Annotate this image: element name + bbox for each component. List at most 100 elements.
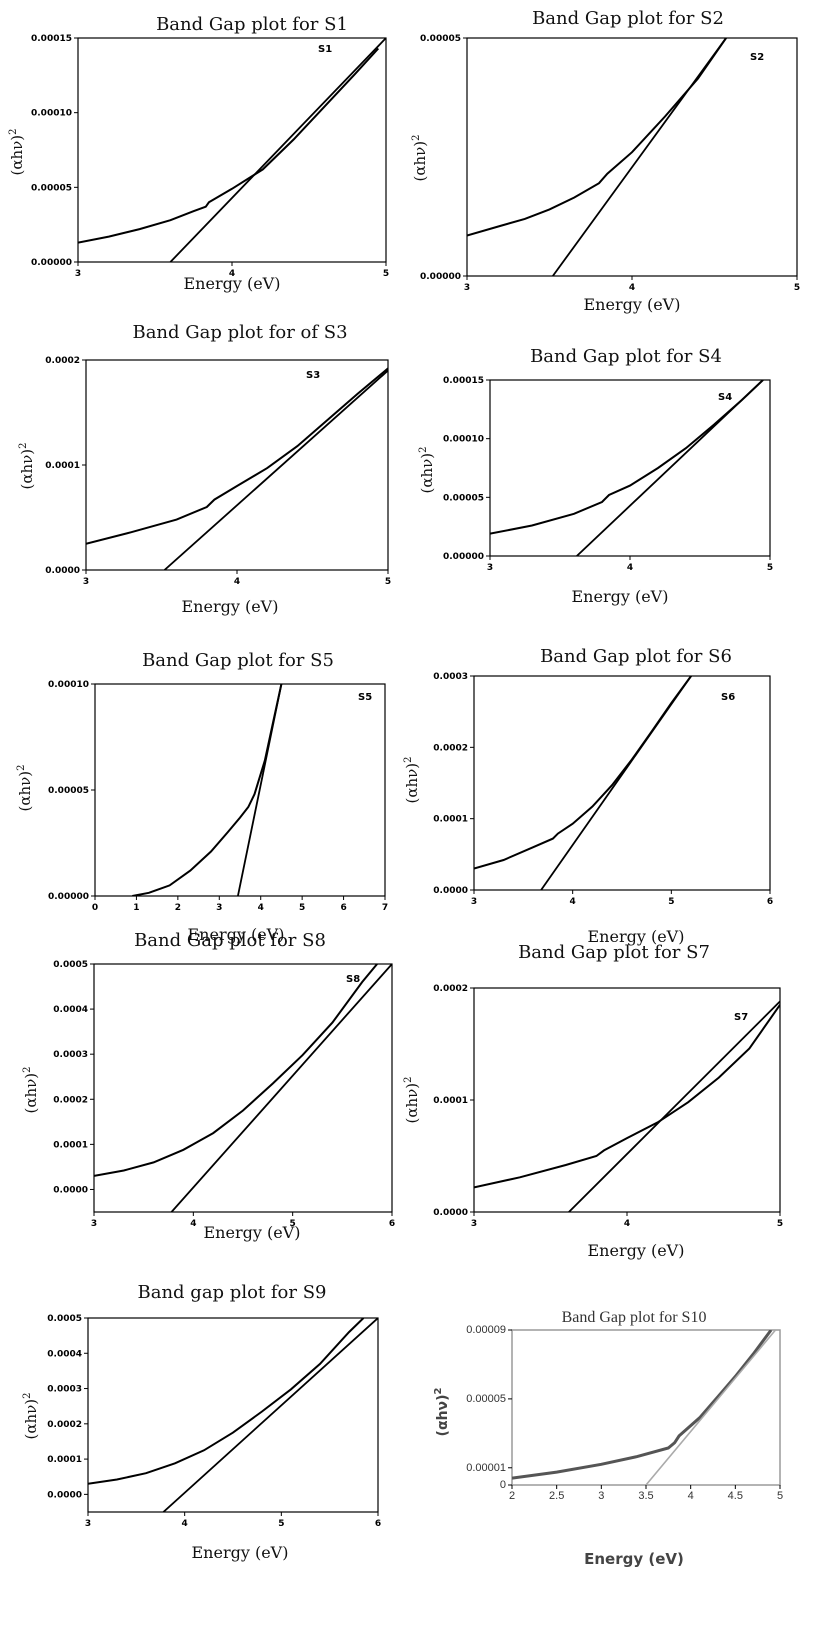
x-tick-label: 4 xyxy=(182,1519,188,1529)
chart-title: Band Gap plot for S2 xyxy=(532,8,724,29)
panel-label: S2 xyxy=(750,52,764,63)
y-tick-label: 0.0000 xyxy=(53,1185,88,1195)
plot-area-frame xyxy=(466,37,798,277)
x-tick-label: 4 xyxy=(624,1219,630,1229)
tangent-line xyxy=(568,1000,780,1212)
y-tick-label: 0.00015 xyxy=(31,34,72,44)
y-tick-label: 0.0004 xyxy=(47,1349,82,1359)
y-axis-label: (αhν)2 xyxy=(418,447,436,494)
x-axis-label: Energy (eV) xyxy=(188,925,285,944)
x-tick-label: 5 xyxy=(777,1219,783,1229)
x-tick-label: 4.5 xyxy=(728,1490,743,1502)
y-axis-label-text: (αhν) xyxy=(411,141,429,182)
series-group xyxy=(474,1000,780,1212)
y-tick-label: 0.0002 xyxy=(47,1420,82,1430)
y-tick-label: 0 xyxy=(500,1479,506,1491)
series-group xyxy=(86,367,388,570)
series-group xyxy=(78,38,386,262)
y-tick-label: 0.0004 xyxy=(53,1005,88,1015)
x-tick-label: 5 xyxy=(299,903,305,913)
y-axis-label: (αhν)2 xyxy=(16,765,34,812)
x-tick-label: 3 xyxy=(598,1490,604,1502)
chart-title: Band Gap plot for of S3 xyxy=(132,322,347,343)
y-axis-label-text: (αhν) xyxy=(435,1395,451,1437)
plot-area-frame xyxy=(87,1317,379,1513)
x-tick-label: 4 xyxy=(258,903,264,913)
plot-area-frame xyxy=(77,37,387,263)
y-tick-label: 0.0001 xyxy=(47,1455,82,1465)
absorption-curve xyxy=(467,38,727,237)
x-tick-label: 3 xyxy=(83,577,89,587)
y-axis-label-exponent: 2 xyxy=(411,135,422,141)
y-tick-label: 0.00009 xyxy=(466,1324,506,1336)
y-tick-label: 0.00000 xyxy=(31,258,72,268)
chart-title: Band Gap plot for S1 xyxy=(156,14,348,35)
chart-panel-s5: 0 1 2 3 4 5 6 7 0.00000 0.00005 0.00010 Band Gap pl… xyxy=(16,650,388,944)
y-axis-label-exponent: 2 xyxy=(16,765,27,771)
x-axis-label: Energy (eV) xyxy=(584,1550,684,1568)
y-tick-label: 0.00000 xyxy=(420,272,461,282)
chart-title: Band Gap plot for S10 xyxy=(562,1309,707,1326)
x-tick-label: 4 xyxy=(629,283,635,293)
tangent-line xyxy=(170,964,392,1212)
x-tick-label: 3 xyxy=(85,1519,91,1529)
x-axis-label: Energy (eV) xyxy=(184,274,281,293)
y-tick-label: 0.0000 xyxy=(433,886,468,896)
chart-panel-s7: 3 4 5 0.0000 0.0001 0.0002 Band Gap plot for S… xyxy=(403,942,783,1260)
y-tick-label: 0.0003 xyxy=(433,672,468,682)
absorption-curve xyxy=(78,47,380,244)
y-tick-label: 0.00005 xyxy=(31,183,72,193)
plot-area-frame xyxy=(93,963,393,1213)
x-tick-label: 5 xyxy=(383,269,389,279)
tangent-line xyxy=(645,1330,777,1485)
x-tick-label: 2.5 xyxy=(549,1490,564,1502)
y-axis-label-text: (αhν) xyxy=(403,763,421,804)
series-group xyxy=(132,684,283,896)
y-tick-label: 0.0002 xyxy=(433,743,468,753)
x-tick-label: 4 xyxy=(234,577,240,587)
y-tick-label: 0.00001 xyxy=(466,1462,506,1474)
y-tick-label: 0.00005 xyxy=(466,1393,506,1405)
y-tick-label: 0.0000 xyxy=(47,1490,82,1500)
plot-area-frame xyxy=(85,359,389,571)
x-tick-label: 5 xyxy=(385,577,391,587)
chart-title: Band Gap plot for S4 xyxy=(530,346,722,367)
x-tick-label: 6 xyxy=(389,1219,395,1229)
y-tick-label: 0.00000 xyxy=(48,892,89,902)
x-tick-label: 2 xyxy=(175,903,181,913)
tangent-line xyxy=(169,38,386,262)
y-axis-label: (αhν)2 xyxy=(22,1393,40,1440)
series-group xyxy=(94,964,392,1212)
plot-area-frame xyxy=(489,379,771,557)
panel-label: S4 xyxy=(718,392,732,403)
y-axis-label: (αhν)2 xyxy=(22,1067,40,1114)
absorption-curve xyxy=(86,367,388,545)
y-axis-label-exponent: 2 xyxy=(418,447,429,453)
x-tick-label: 6 xyxy=(340,903,346,913)
y-tick-label: 0.0005 xyxy=(47,1314,82,1324)
x-tick-label: 6 xyxy=(767,897,773,907)
y-axis-label-exponent: 2 xyxy=(22,1393,33,1399)
y-axis-label: (αhν)2 xyxy=(8,129,26,176)
chart-panel-s1: 3 4 5 0.00000 0.00005 0.00010 0.00015 Band Gap … xyxy=(8,14,389,293)
series-group xyxy=(88,1318,378,1512)
x-tick-label: 3 xyxy=(216,903,222,913)
tangent-line xyxy=(162,1318,378,1512)
y-tick-label: 0.0003 xyxy=(47,1385,82,1395)
y-axis-label-text: (αhν) xyxy=(22,1399,40,1440)
y-axis-label-text: (αhν) xyxy=(418,453,436,494)
panel-label: S3 xyxy=(306,370,320,381)
chart-panel-s10: 2 2.5 3 3.5 4 4.5 5 0 0.00001 0.00005 0.00009 Band … xyxy=(433,1309,783,1568)
absorption-curve xyxy=(94,964,378,1177)
y-axis-label: (αhν)2 xyxy=(18,443,36,490)
x-tick-label: 7 xyxy=(382,903,388,913)
chart-panel-s4: 3 4 5 0.00000 0.00005 0.00010 0.00015 Band Gap … xyxy=(418,346,773,606)
x-tick-label: 2 xyxy=(509,1490,515,1502)
x-tick-label: 3.5 xyxy=(638,1490,653,1502)
y-tick-label: 0.0001 xyxy=(433,815,468,825)
y-tick-label: 0.0005 xyxy=(53,960,88,970)
chart-panel-s3: 3 4 5 0.0000 0.0001 0.0002 Band Gap plot for o… xyxy=(18,322,391,616)
x-tick-label: 4 xyxy=(229,269,235,279)
x-axis-label: Energy (eV) xyxy=(182,597,279,616)
